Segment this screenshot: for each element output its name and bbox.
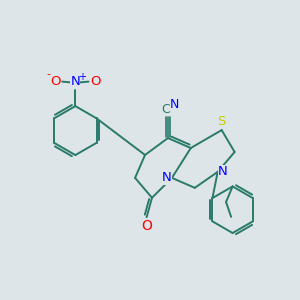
Text: S: S bbox=[218, 115, 226, 128]
Text: +: + bbox=[78, 72, 86, 82]
Text: -: - bbox=[46, 69, 50, 79]
Text: N: N bbox=[162, 171, 171, 184]
Text: O: O bbox=[141, 218, 152, 233]
Text: O: O bbox=[50, 74, 61, 88]
Text: N: N bbox=[70, 75, 80, 88]
Text: N: N bbox=[170, 98, 179, 111]
Text: O: O bbox=[90, 74, 101, 88]
Text: N: N bbox=[218, 165, 228, 178]
Text: C: C bbox=[161, 103, 170, 116]
